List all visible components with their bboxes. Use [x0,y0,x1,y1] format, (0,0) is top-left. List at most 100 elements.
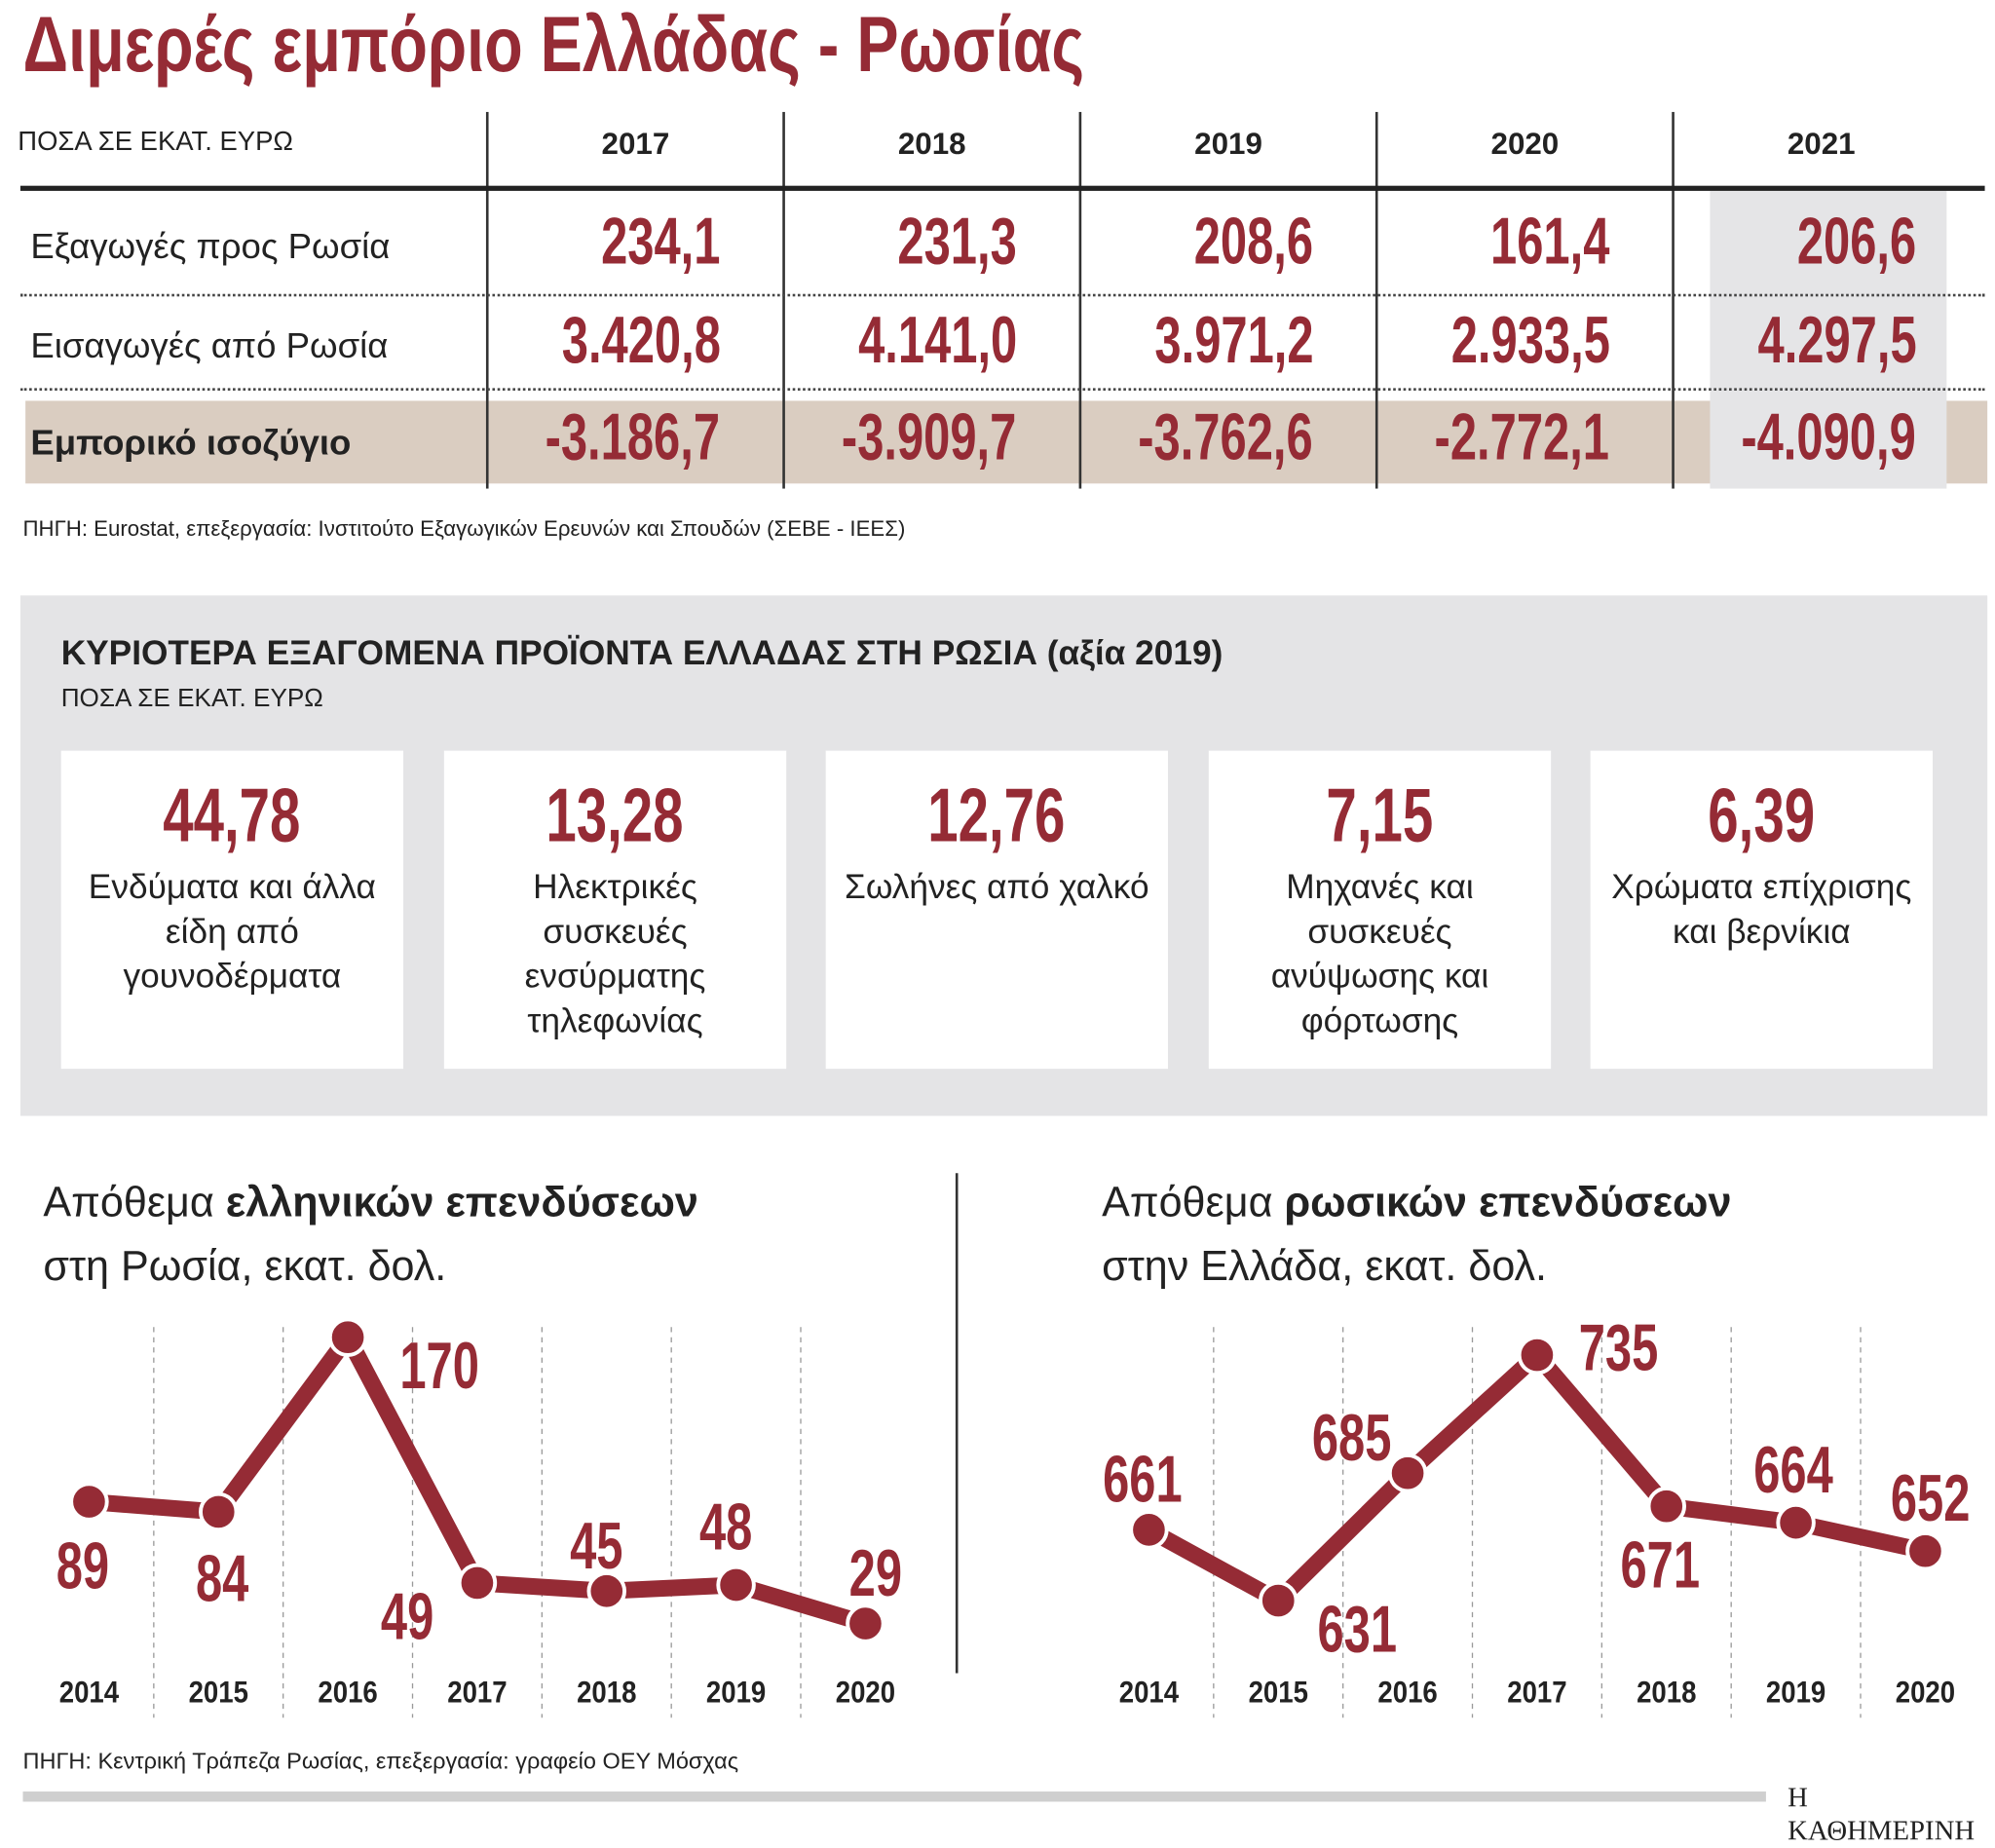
products-unit-label: ΠΟΣΑ ΣΕ ΕΚΑΤ. ΕΥΡΩ [60,684,323,713]
product-value: 13,28 [444,773,786,857]
highlight-2021-column [1710,190,1947,489]
product-card: 7,15 Μηχανές και συσκευές ανύψωσης και φ… [1208,750,1552,1070]
table-cell: 4.141,0 [762,303,1016,379]
row-divider [19,293,1985,297]
data-point [1387,1452,1428,1493]
cell-value: 4.297,5 [1756,304,1917,378]
table-cell: -4.090,9 [1662,399,1916,475]
table-cell: 2.933,5 [1355,303,1609,379]
x-tick-label: 2015 [1249,1676,1308,1710]
product-value-text: 44,78 [163,772,301,858]
table-cell: -3.909,7 [762,399,1016,475]
cell-value: 2.933,5 [1450,304,1610,378]
data-point [327,1317,368,1357]
data-label: 48 [699,1489,752,1564]
data-point [846,1603,885,1643]
table-cell: 208,6 [1059,204,1313,280]
cell-value: 231,3 [897,205,1017,280]
x-tick-label: 2017 [1507,1676,1566,1710]
product-value: 6,39 [1591,773,1933,857]
chart-subtitle: στην Ελλάδα, εκατ. δολ. [1102,1241,1548,1290]
data-label: 45 [570,1508,622,1583]
data-label: 29 [849,1535,902,1610]
cell-value: 161,4 [1489,205,1610,280]
data-label: 49 [381,1578,433,1653]
cell-value: 208,6 [1193,205,1313,280]
year-header: 2018 [897,127,966,162]
brand-logo: Η ΚΑΘΗΜΕΡΙΝΗ [1788,1781,1976,1847]
product-label: Σωλήνες από χαλκό [845,867,1149,906]
data-label: 671 [1620,1527,1700,1603]
product-card: 12,76 Σωλήνες από χαλκό [825,750,1169,1070]
x-tick-label: 2018 [1637,1676,1696,1710]
table-cell: 206,6 [1662,204,1916,280]
column-divider [1672,111,1675,489]
x-tick-label: 2019 [706,1676,766,1710]
chart-subtitle: στη Ρωσία, εκατ. δολ. [43,1241,447,1290]
cell-value: 206,6 [1796,205,1917,280]
product-value: 44,78 [61,773,403,857]
column-divider [485,111,488,489]
product-value-text: 12,76 [927,772,1066,858]
data-label: 89 [56,1527,109,1603]
table-cell: 161,4 [1355,204,1609,280]
table-cell: 234,1 [466,204,720,280]
row-label-imports: Εισαγωγές από Ρωσία [30,325,389,365]
data-point [716,1565,756,1605]
table-cell: 4.297,5 [1662,303,1916,379]
data-label: 664 [1753,1432,1833,1507]
product-value-text: 6,39 [1708,772,1816,858]
data-label: 84 [196,1540,248,1615]
data-label: 652 [1891,1460,1971,1535]
cell-value: -3.909,7 [842,400,1017,475]
chart-title-regular: Απόθεμα [43,1178,226,1226]
row-label-balance: Εμπορικό ισοζύγιο [30,422,352,463]
data-label: 661 [1103,1442,1183,1517]
product-value: 12,76 [826,773,1168,857]
x-tick-label: 2020 [836,1676,895,1710]
cell-value: -3.762,6 [1138,400,1313,475]
cell-value: 4.141,0 [857,304,1017,378]
cell-value: -4.090,9 [1741,400,1917,475]
product-value: 7,15 [1209,773,1551,857]
row-label-exports: Εξαγωγές προς Ρωσία [30,226,391,266]
table-cell: -3.186,7 [466,399,720,475]
chart-title-regular: Απόθεμα [1102,1178,1285,1226]
x-tick-label: 2015 [189,1676,248,1710]
balance-row-bg [25,400,1988,484]
data-label: 170 [399,1328,479,1403]
data-label: 685 [1312,1400,1392,1475]
data-point [1905,1530,1945,1571]
column-divider [782,111,785,489]
data-point [1646,1486,1687,1527]
cell-value: -3.186,7 [545,400,721,475]
product-card: 13,28 Ηλεκτρικές συσκευές ενσύρματης τηλ… [443,750,787,1070]
chart-title-bold: ρωσικών επενδύσεων [1284,1178,1732,1226]
data-point [199,1491,239,1532]
chart-title-russian-investment: Απόθεμα ρωσικών επενδύσεων στην Ελλάδα, … [1102,1171,1731,1299]
column-divider [1078,111,1081,489]
table-cell: -2.772,1 [1355,399,1609,475]
product-card: 6,39 Χρώματα επίχρισης και βερνίκια [1590,750,1933,1070]
data-point [457,1563,498,1603]
table-cell: -3.762,6 [1059,399,1313,475]
year-header: 2017 [601,127,670,162]
year-header: 2020 [1490,127,1560,162]
unit-label: ΠΟΣΑ ΣΕ ΕΚΑΤ. ΕΥΡΩ [18,127,293,157]
cell-value: 234,1 [600,205,721,280]
product-label: Ενδύματα και άλλα είδη από γουνοδέρματα [88,867,376,996]
table-cell: 3.971,2 [1059,303,1313,379]
products-heading: ΚΥΡΙΟΤΕΡΑ ΕΞΑΓΟΜΕΝΑ ΠΡΟΪΟΝΤΑ ΕΛΛΑΔΑΣ ΣΤΗ… [60,633,1223,672]
row-divider [19,388,1985,391]
page-title: Διμερές εμπόριο Ελλάδας - Ρωσίας [22,1,1085,90]
chart-source: ΠΗΓΗ: Κεντρική Τράπεζα Ρωσίας, επεξεργασ… [22,1748,739,1774]
data-label: 631 [1317,1591,1397,1666]
x-tick-label: 2016 [1377,1676,1437,1710]
chart-title-greek-investment: Απόθεμα ελληνικών επενδύσεων στη Ρωσία, … [43,1171,697,1299]
product-label: Χρώματα επίχρισης και βερνίκια [1611,867,1912,951]
product-label: Μηχανές και συσκευές ανύψωσης και φόρτωσ… [1270,867,1489,1040]
year-header: 2021 [1787,127,1856,162]
year-header: 2019 [1194,127,1262,162]
cell-value: 3.420,8 [561,304,721,378]
